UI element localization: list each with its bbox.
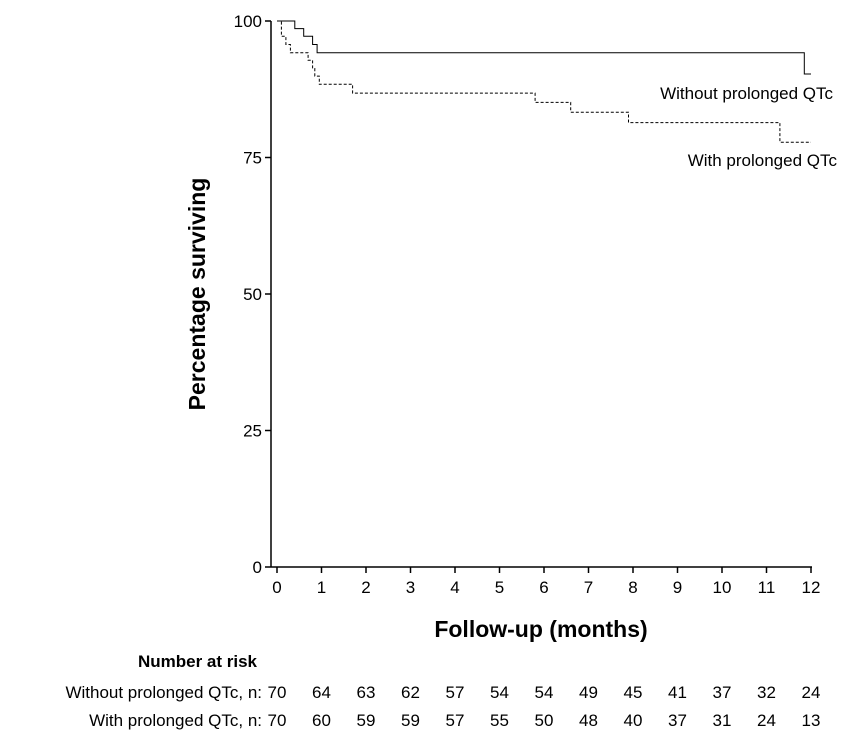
risk-value-without-month-0: 70 [268, 683, 287, 702]
x-tick-label-6: 6 [539, 578, 548, 597]
risk-value-without-month-7: 49 [579, 683, 598, 702]
risk-value-without-month-12: 24 [802, 683, 821, 702]
x-axis-title: Follow-up (months) [434, 616, 647, 642]
x-tick-label-7: 7 [584, 578, 593, 597]
risk-value-with-month-5: 55 [490, 711, 509, 730]
y-tick-label-100: 100 [234, 12, 262, 31]
x-tick-label-12: 12 [802, 578, 821, 597]
risk-values: 70 64 63 62 57 54 54 49 45 41 37 32 24 70 60 59 59 57 55 50… [268, 683, 821, 730]
y-tick-label-50: 50 [243, 285, 262, 304]
survival-curve-without-prolonged-qtc [277, 21, 811, 74]
risk-value-with-month-2: 59 [357, 711, 376, 730]
risk-value-with-month-4: 57 [446, 711, 465, 730]
x-tick-label-3: 3 [406, 578, 415, 597]
risk-value-with-month-11: 24 [757, 711, 776, 730]
x-tick-label-2: 2 [361, 578, 370, 597]
y-axis-title: Percentage surviving [184, 178, 210, 411]
x-tick-label-10: 10 [713, 578, 732, 597]
risk-table-title: Number at risk [138, 652, 258, 671]
risk-value-without-month-11: 32 [757, 683, 776, 702]
x-tick-label-1: 1 [317, 578, 326, 597]
risk-value-without-month-5: 54 [490, 683, 509, 702]
risk-value-without-month-2: 63 [357, 683, 376, 702]
curve-label-with-prolonged-qtc: With prolonged QTc [688, 151, 838, 170]
x-tick-label-11: 11 [758, 578, 776, 597]
risk-value-with-month-3: 59 [401, 711, 420, 730]
curve-label-without-prolonged-qtc: Without prolonged QTc [660, 84, 833, 103]
risk-value-with-month-10: 31 [713, 711, 732, 730]
x-tick-label-5: 5 [495, 578, 504, 597]
y-tick-label-75: 75 [243, 149, 262, 168]
risk-value-without-month-6: 54 [535, 683, 554, 702]
risk-value-with-month-0: 70 [268, 711, 287, 730]
x-tick-label-4: 4 [450, 578, 459, 597]
y-tick-label-25: 25 [243, 422, 262, 441]
risk-value-without-month-9: 41 [668, 683, 687, 702]
risk-row-label-with: With prolonged QTc, n: [89, 711, 262, 730]
x-tick-label-8: 8 [628, 578, 637, 597]
risk-value-with-month-12: 13 [802, 711, 821, 730]
number-at-risk-table: Number at risk Without prolonged QTc, n:… [65, 652, 820, 730]
risk-value-with-month-7: 48 [579, 711, 598, 730]
risk-value-without-month-4: 57 [446, 683, 465, 702]
risk-value-without-month-10: 37 [713, 683, 732, 702]
risk-value-without-month-8: 45 [624, 683, 643, 702]
risk-value-with-month-8: 40 [624, 711, 643, 730]
survival-curves [277, 21, 811, 142]
risk-value-without-month-3: 62 [401, 683, 420, 702]
survival-curve-with-prolonged-qtc [277, 21, 811, 142]
risk-value-with-month-6: 50 [535, 711, 554, 730]
x-tick-label-0: 0 [272, 578, 281, 597]
risk-row-label-without: Without prolonged QTc, n: [65, 683, 262, 702]
risk-value-with-month-9: 37 [668, 711, 687, 730]
risk-value-without-month-1: 64 [312, 683, 331, 702]
risk-value-with-month-1: 60 [312, 711, 331, 730]
y-tick-label-0: 0 [253, 558, 262, 577]
x-tick-label-9: 9 [673, 578, 682, 597]
